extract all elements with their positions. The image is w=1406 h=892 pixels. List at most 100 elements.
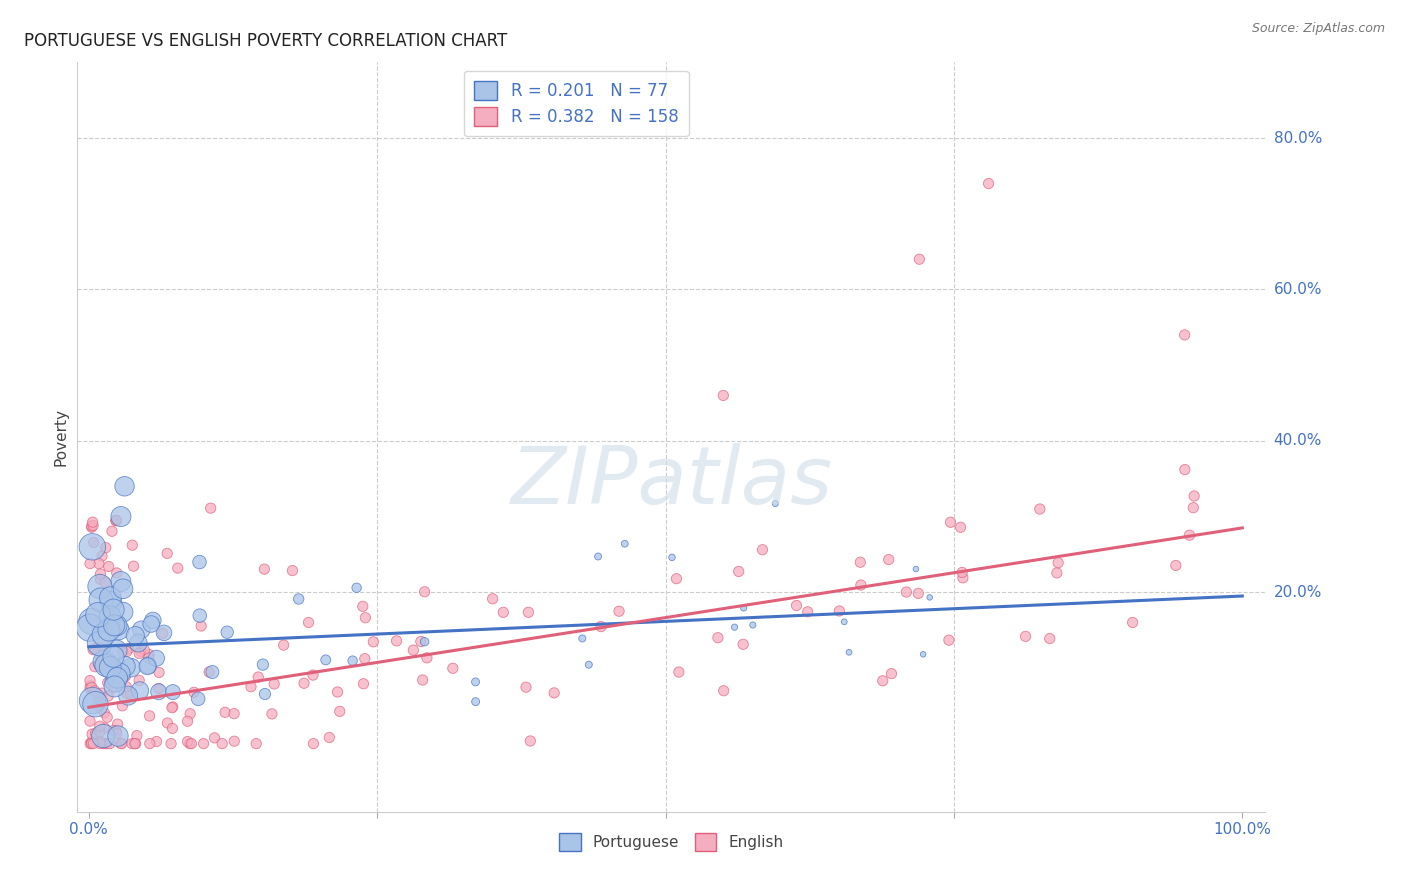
Point [1122,615,1144,630]
Point [952,571,974,585]
Point [82,518,104,533]
Point [763,497,786,511]
Point [90,651,112,665]
Point [352,599,374,614]
Point [904,562,927,576]
Point [104,674,127,689]
Point [950,566,973,580]
Point [346,581,368,595]
Point [80,727,103,741]
Point [136,659,159,673]
Point [111,698,134,713]
Point [87,607,110,622]
Point [114,659,136,673]
Point [111,737,134,751]
Point [105,618,128,632]
Point [90,735,112,749]
Point [138,651,160,665]
Point [91,549,114,563]
Point [224,734,246,748]
Point [409,634,432,648]
Point [939,515,962,529]
Point [302,737,325,751]
Point [162,700,184,714]
Point [796,605,818,619]
Text: Source: ZipAtlas.com: Source: ZipAtlas.com [1251,22,1385,36]
Point [832,615,855,629]
Point [115,686,138,700]
Point [98,610,121,624]
Point [129,644,152,658]
Point [363,635,385,649]
Point [247,670,270,684]
Point [1164,558,1187,573]
Point [1174,327,1197,342]
Point [89,572,111,586]
Point [117,689,139,703]
Point [91,686,114,700]
Point [89,637,111,651]
Point [872,673,894,688]
Point [94,541,117,555]
Point [104,658,127,673]
Point [315,653,337,667]
Point [127,636,149,650]
Point [607,604,630,618]
Point [1182,500,1205,515]
Point [138,648,160,662]
Point [912,648,935,662]
Point [111,645,134,659]
Point [79,673,101,688]
Point [83,659,105,673]
Point [200,501,222,516]
Point [97,559,120,574]
Point [93,655,115,669]
Point [94,575,117,590]
Text: 60.0%: 60.0% [1274,282,1322,297]
Point [79,621,101,635]
Point [136,658,159,673]
Point [153,625,176,640]
Point [412,673,434,687]
Point [107,729,129,743]
Text: 20.0%: 20.0% [1274,585,1322,599]
Point [84,641,107,656]
Point [89,658,111,673]
Point [252,657,274,672]
Point [110,737,132,751]
Point [302,668,325,682]
Point [87,557,110,571]
Point [156,716,179,731]
Point [122,559,145,574]
Point [162,685,184,699]
Point [896,585,918,599]
Point [880,666,903,681]
Point [96,710,118,724]
Point [292,676,315,690]
Point [89,580,111,594]
Point [97,689,120,703]
Point [80,680,103,694]
Point [1178,528,1201,542]
Point [103,649,125,664]
Point [121,538,143,552]
Point [828,604,851,618]
Point [519,734,541,748]
Text: PORTUGUESE VS ENGLISH POVERTY CORRELATION CHART: PORTUGUESE VS ENGLISH POVERTY CORRELATIO… [24,32,508,50]
Text: 40.0%: 40.0% [1274,434,1322,449]
Point [751,542,773,557]
Point [741,618,763,632]
Point [517,605,540,619]
Point [96,658,118,673]
Point [353,677,375,691]
Point [148,685,170,699]
Point [125,729,148,743]
Point [1174,462,1197,476]
Point [89,566,111,581]
Point [114,669,136,683]
Point [84,697,107,711]
Point [179,706,201,721]
Point [83,684,105,698]
Point [89,737,111,751]
Point [90,593,112,607]
